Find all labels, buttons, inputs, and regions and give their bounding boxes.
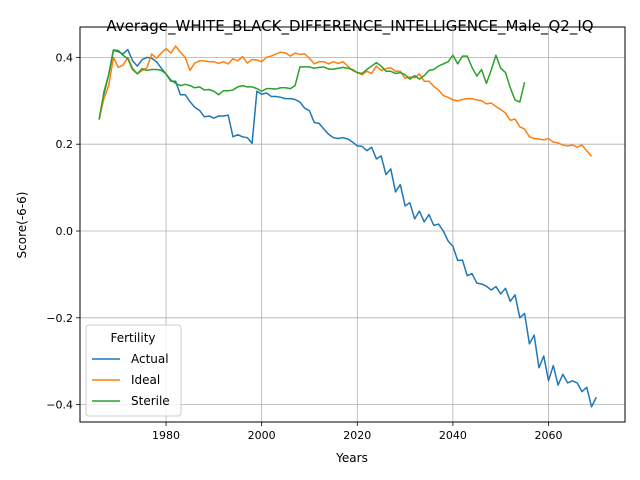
legend-box [85, 324, 182, 417]
legend-label-ideal: Ideal [131, 373, 160, 387]
x-tick-label: 2000 [248, 429, 276, 442]
x-axis: 1980 2000 2020 2040 2060 [152, 422, 563, 442]
plot-frame [79, 26, 626, 423]
x-tick-label: 2020 [343, 429, 371, 442]
y-tick-label: −0.4 [46, 399, 73, 412]
y-tick-label: 0.0 [56, 225, 74, 238]
series-line-actual [98, 48, 597, 408]
y-axis: −0.4 −0.2 0.0 0.2 0.4 [46, 51, 80, 412]
series-line-sterile [98, 49, 526, 120]
y-tick-label: 0.4 [56, 51, 74, 64]
x-axis-label: Years [335, 451, 368, 465]
y-axis-label: Score(-6-6) [15, 192, 29, 259]
x-tick-label: 2060 [535, 429, 563, 442]
x-tick-label: 2040 [439, 429, 467, 442]
legend: Fertility Actual Ideal Sterile [85, 324, 182, 417]
x-tick-label: 1980 [152, 429, 180, 442]
series-line-ideal [98, 45, 593, 157]
y-tick-label: −0.2 [46, 312, 73, 325]
legend-label-sterile: Sterile [131, 394, 170, 408]
y-tick-label: 0.2 [56, 138, 74, 151]
legend-title: Fertility [110, 331, 155, 345]
legend-label-actual: Actual [131, 352, 169, 366]
series-layer [98, 45, 597, 408]
